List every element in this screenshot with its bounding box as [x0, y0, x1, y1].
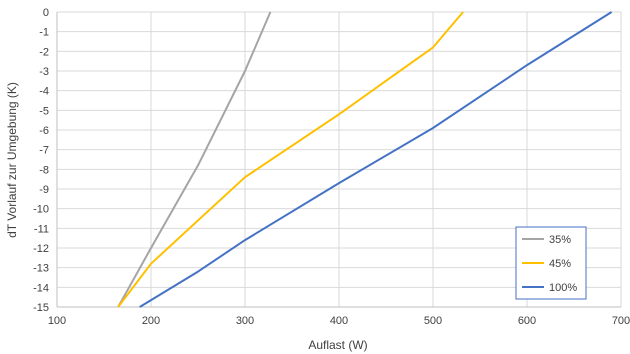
y-tick-label: -7 — [39, 145, 49, 157]
x-axis-title: Auflast (W) — [308, 338, 367, 352]
x-tick-label: 400 — [330, 315, 348, 327]
legend-label: 35% — [549, 234, 571, 246]
x-tick-label: 500 — [424, 315, 442, 327]
plot-area — [56, 12, 621, 308]
x-tick-label: 300 — [236, 315, 254, 327]
series-line-45pct — [117, 11, 464, 308]
x-tick-label: 100 — [48, 315, 66, 327]
legend-label: 45% — [549, 258, 571, 270]
x-tick-label: 700 — [612, 315, 630, 327]
y-tick-label: -1 — [39, 27, 49, 39]
x-tick-label: 600 — [518, 315, 536, 327]
y-tick-label: -10 — [33, 204, 49, 216]
series-lines — [117, 11, 613, 308]
y-tick-label: -6 — [39, 125, 49, 137]
y-tick-label: -4 — [39, 86, 49, 98]
x-axis-ticks: 100 200 300 400 500 600 700 — [48, 315, 630, 327]
y-tick-label: -9 — [39, 184, 49, 196]
legend: 35% 45% 100% — [515, 226, 587, 300]
y-tick-label: -12 — [33, 243, 49, 255]
y-tick-label: -8 — [39, 164, 49, 176]
series-line-35pct — [117, 11, 272, 308]
y-tick-label: -5 — [39, 105, 49, 117]
y-tick-label: -11 — [34, 223, 49, 235]
y-tick-label: -14 — [33, 282, 49, 294]
y-tick-label: -2 — [39, 46, 49, 58]
y-axis-ticks: 0 -1 -2 -3 -4 -5 -6 -7 -8 -9 -10 -11 -12 -13 -14 -15 — [33, 7, 49, 314]
y-tick-label: -15 — [33, 302, 49, 314]
y-tick-label: -13 — [33, 263, 49, 275]
y-tick-label: -3 — [39, 66, 49, 78]
x-tick-label: 200 — [142, 315, 160, 327]
series-line-100pct — [139, 11, 613, 308]
legend-label: 100% — [549, 282, 577, 294]
y-axis-title: dT Vorlauf zur Umgebung (K) — [5, 82, 19, 238]
y-tick-label: 0 — [43, 7, 49, 19]
